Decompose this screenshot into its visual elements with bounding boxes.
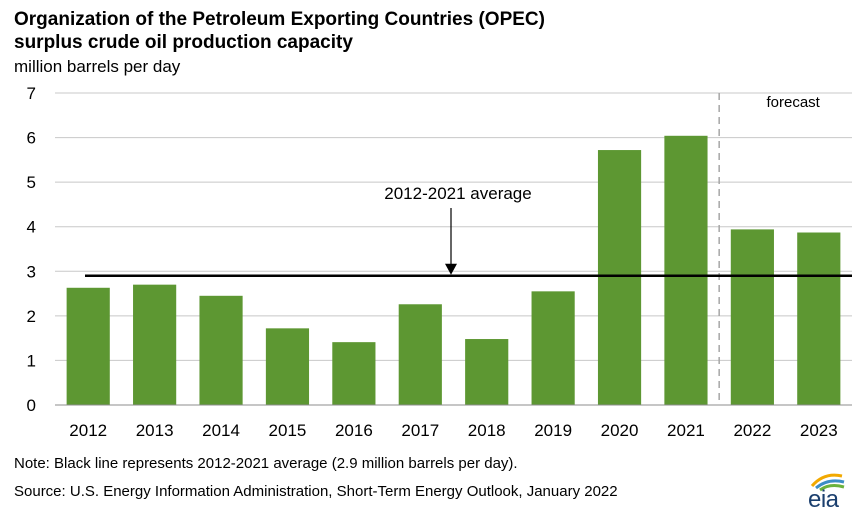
footnote: Note: Black line represents 2012-2021 av… [14,455,518,472]
bar [797,232,841,405]
bar [133,284,177,405]
eia-logo: eia [798,470,858,516]
y-tick-label: 3 [27,262,36,281]
x-tick-label: 2016 [335,421,373,440]
eia-logo-mark [810,473,845,492]
source-note: Source: U.S. Energy Information Administ… [14,483,618,500]
x-tick-label: 2014 [202,421,240,440]
chart-title: Organization of the Petroleum Exporting … [14,8,545,54]
average-arrow-head [445,263,457,275]
bar [465,339,509,405]
bar [199,295,243,405]
y-tick-label: 6 [27,129,36,148]
bar [332,342,376,405]
forecast-label: forecast [766,94,820,111]
x-tick-label: 2020 [601,421,639,440]
x-tick-label: 2015 [269,421,307,440]
y-axis-unit-label: million barrels per day [14,57,181,76]
bar [398,304,442,405]
y-tick-label: 4 [27,218,36,237]
x-tick-label: 2013 [136,421,174,440]
x-tick-label: 2023 [800,421,838,440]
y-tick-label: 1 [27,351,36,370]
chart-title-line1: Organization of the Petroleum Exporting … [14,9,545,30]
chart-title-line2: surplus crude oil production capacity [14,32,353,53]
bar [597,150,642,405]
x-tick-label: 2022 [733,421,771,440]
bar [730,229,774,405]
x-tick-label: 2021 [667,421,705,440]
bar [531,291,575,405]
x-tick-label: 2018 [468,421,506,440]
bar [66,287,110,405]
bar [664,135,708,405]
eia-logo-text: eia [808,486,839,513]
average-label: 2012-2021 average [384,184,531,203]
x-tick-label: 2012 [69,421,107,440]
y-tick-label: 7 [27,84,36,103]
y-tick-label: 0 [27,396,36,415]
x-tick-label: 2019 [534,421,572,440]
x-tick-label: 2017 [401,421,439,440]
y-tick-label: 2 [27,307,36,326]
y-tick-label: 5 [27,173,36,192]
bar [265,328,310,405]
